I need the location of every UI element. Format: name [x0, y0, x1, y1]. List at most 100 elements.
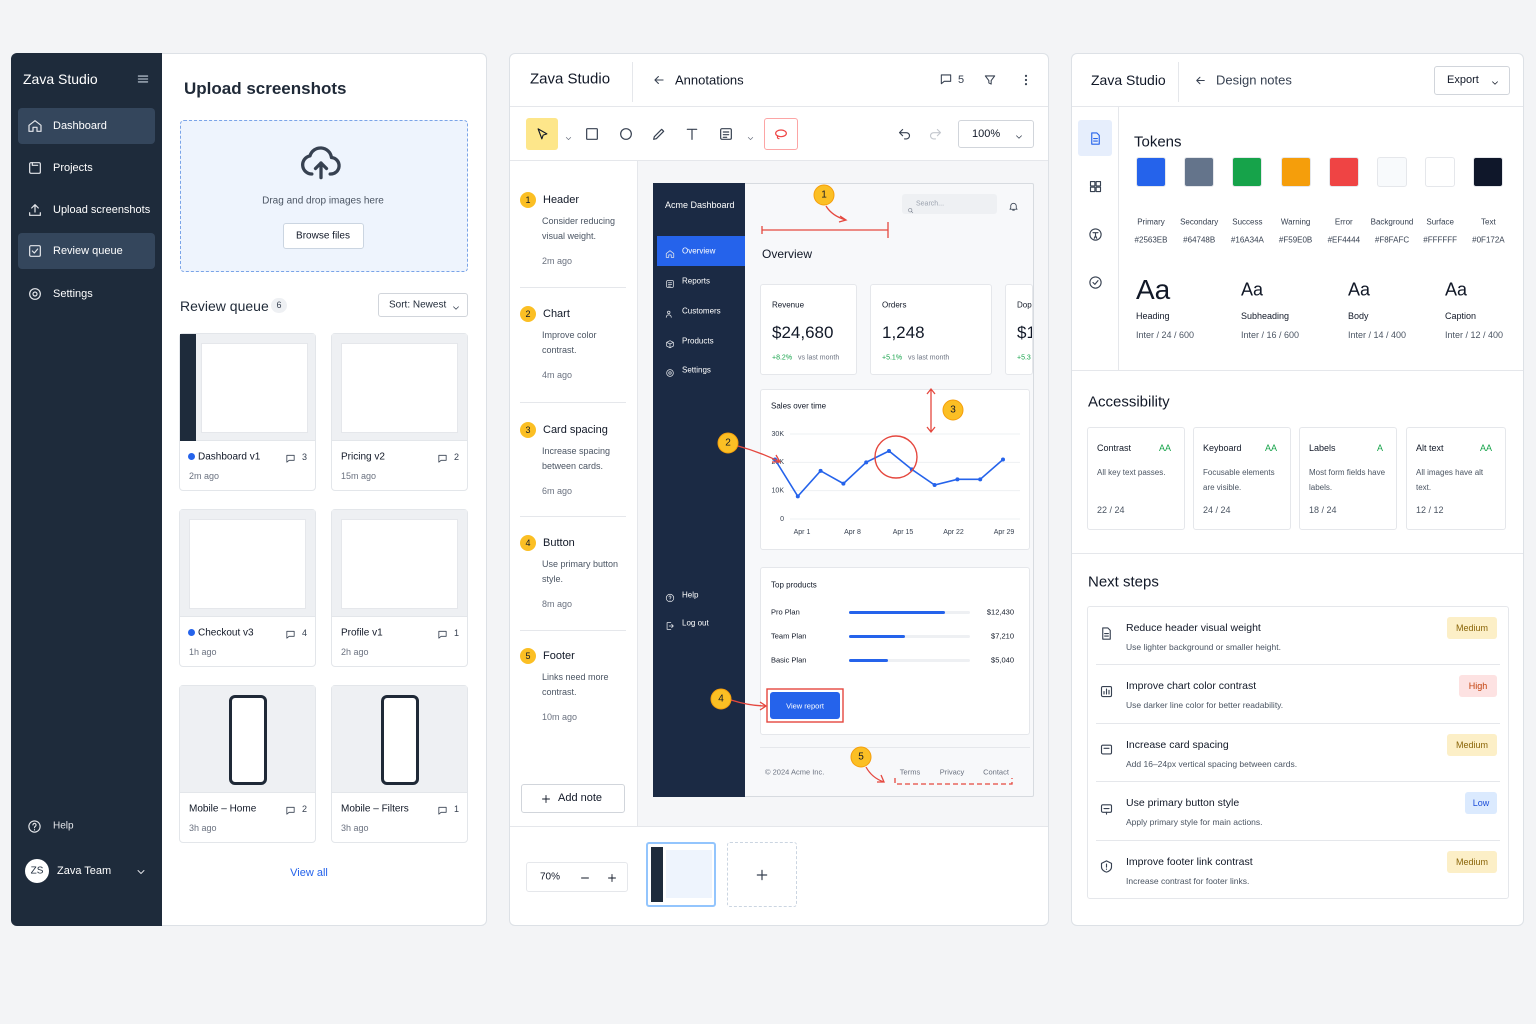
- card-time: 2h ago: [341, 647, 369, 657]
- icon-part: [1024, 82, 1028, 86]
- add-page[interactable]: [727, 842, 797, 907]
- user-menu[interactable]: [135, 865, 147, 877]
- color-hex: #64748B: [1183, 235, 1216, 245]
- type-sample: Aa: [1136, 274, 1171, 305]
- check-score: 18 / 24: [1309, 505, 1337, 515]
- annotation-marker: [717, 432, 739, 454]
- note-time: 2m ago: [542, 256, 573, 266]
- sort-label: Sort: Newest: [389, 299, 447, 311]
- add-note-button[interactable]: [521, 784, 625, 813]
- icon-part: [654, 75, 664, 85]
- zoom-control: [526, 862, 628, 892]
- tool[interactable]: [718, 126, 734, 142]
- zoom-select[interactable]: [958, 120, 1034, 148]
- icon-part: [437, 630, 447, 639]
- undo-button[interactable]: [897, 127, 912, 142]
- back-button[interactable]: [1194, 74, 1207, 87]
- footer-link[interactable]: Contact: [983, 767, 1009, 777]
- annotation-number: 4: [718, 694, 724, 705]
- preview-nav-icon: [665, 590, 675, 603]
- thumb-phone: [228, 695, 267, 785]
- icon-part: [437, 454, 447, 463]
- icon-part: [1008, 202, 1018, 211]
- nav-label: Dashboard: [53, 120, 107, 132]
- tool[interactable]: [684, 126, 700, 142]
- check-level: A: [1376, 443, 1383, 453]
- avatar-initials: ZS: [30, 865, 44, 877]
- icon-part: [666, 369, 674, 377]
- icon-part: [910, 210, 913, 213]
- priority-label: Medium: [1455, 739, 1489, 750]
- view-all-link[interactable]: View all: [290, 867, 328, 879]
- icon-part: [285, 454, 295, 463]
- comments-icon[interactable]: [939, 72, 953, 86]
- back-button[interactable]: [652, 73, 666, 87]
- type-spec: Inter / 12 / 400: [1445, 330, 1504, 340]
- product-name: Basic Plan: [771, 655, 807, 665]
- icon-part: [747, 136, 753, 140]
- icon-part: [285, 454, 295, 463]
- icon-part: [27, 819, 41, 833]
- filter-button[interactable]: [983, 73, 997, 87]
- preview-nav: Customers: [682, 306, 721, 316]
- icon-part: [1090, 131, 1100, 145]
- annotation-marker: [850, 746, 872, 768]
- icon-part: [1089, 186, 1095, 192]
- rail-icon[interactable]: [1088, 179, 1103, 194]
- rail-icon[interactable]: [1088, 275, 1103, 290]
- icon-part: [301, 146, 341, 180]
- card-title: Mobile – Home: [189, 803, 257, 815]
- check-body: All images have alt text.: [1416, 468, 1484, 492]
- zoom-in[interactable]: [606, 871, 618, 883]
- tool[interactable]: [618, 126, 634, 142]
- annotation-line: [825, 205, 848, 223]
- divider: [520, 287, 626, 288]
- lasso-tool[interactable]: [764, 118, 798, 150]
- color-hex: #2563EB: [1134, 235, 1168, 245]
- preview-nav-icon: [665, 276, 675, 288]
- footer-link[interactable]: Privacy: [939, 767, 965, 777]
- icon-part: [1008, 202, 1018, 211]
- export-button[interactable]: [1434, 66, 1510, 95]
- redo-button[interactable]: [928, 127, 943, 142]
- icon-part: [667, 282, 673, 287]
- annotation-line: [761, 222, 889, 238]
- browse-button[interactable]: [283, 223, 364, 249]
- sort-select[interactable]: [378, 293, 468, 317]
- divider: [520, 402, 626, 403]
- annotation-marker: [942, 399, 964, 421]
- annotation-marker: [710, 688, 732, 710]
- rail-icon[interactable]: [1088, 131, 1103, 146]
- nav-label: Settings: [53, 288, 93, 300]
- icon-part: [537, 127, 547, 139]
- preview-nav-icon: [665, 246, 675, 258]
- icon-part: [668, 371, 672, 375]
- note-marker: [520, 422, 536, 438]
- card-title: Mobile – Filters: [341, 803, 409, 815]
- help-link[interactable]: Help: [53, 820, 74, 832]
- avatar: [25, 859, 49, 883]
- sales-point: [932, 483, 937, 487]
- tool[interactable]: [651, 126, 667, 142]
- more-button[interactable]: [1019, 73, 1033, 87]
- check-title: Labels: [1309, 443, 1336, 453]
- icon-part: [565, 136, 571, 140]
- zoom-out[interactable]: [579, 871, 591, 883]
- steps-list: [1087, 606, 1509, 899]
- footer-link[interactable]: Terms: [899, 767, 921, 777]
- step-body: Use lighter background or smaller height…: [1126, 642, 1281, 652]
- tool[interactable]: [584, 126, 600, 142]
- rail-icon[interactable]: [1088, 227, 1103, 242]
- tool-active[interactable]: [526, 118, 558, 150]
- check-body: Most form fields have labels.: [1309, 468, 1386, 492]
- note-body: Increase spacing between cards.: [542, 446, 611, 471]
- icon-part: [907, 207, 912, 212]
- kpi-label: Revenue: [772, 300, 805, 310]
- divider: [1096, 722, 1500, 724]
- menu-button[interactable]: [136, 72, 150, 86]
- icon-part: [665, 314, 672, 318]
- sales-point: [1001, 457, 1005, 462]
- preview-nav: Log out: [682, 618, 709, 628]
- view-report-button[interactable]: [770, 692, 840, 719]
- note-title: Chart: [543, 308, 570, 320]
